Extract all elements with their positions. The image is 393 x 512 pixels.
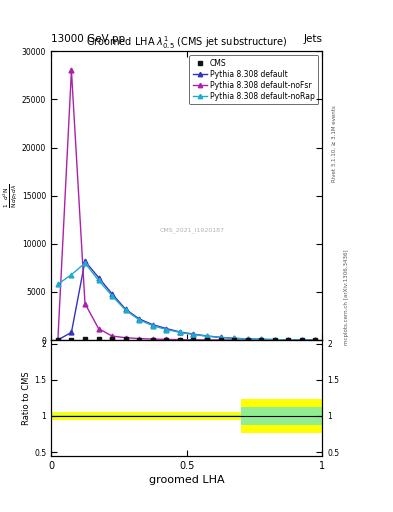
Pythia 8.308 default-noRap — [205, 333, 209, 339]
CMS — [245, 337, 250, 343]
Pythia 8.308 default-noRap — [286, 337, 291, 343]
CMS — [313, 337, 318, 343]
Pythia 8.308 default-noFsr — [137, 335, 141, 342]
Pythia 8.308 default-noRap — [232, 335, 237, 342]
CMS — [123, 336, 128, 343]
CMS — [137, 336, 141, 343]
Pythia 8.308 default — [272, 336, 277, 343]
Text: mcplots.cern.ch [arXiv:1306.3436]: mcplots.cern.ch [arXiv:1306.3436] — [344, 249, 349, 345]
Pythia 8.308 default-noRap — [137, 317, 141, 323]
Pythia 8.308 default — [245, 336, 250, 342]
Pythia 8.308 default-noFsr — [313, 337, 318, 343]
Pythia 8.308 default — [83, 258, 87, 264]
Line: Pythia 8.308 default-noRap: Pythia 8.308 default-noRap — [55, 261, 318, 343]
Pythia 8.308 default-noFsr — [299, 337, 304, 343]
Pythia 8.308 default-noRap — [178, 329, 182, 335]
Pythia 8.308 default-noFsr — [259, 337, 264, 343]
Pythia 8.308 default-noFsr — [96, 326, 101, 332]
Title: Groomed LHA $\lambda^{1}_{0.5}$ (CMS jet substructure): Groomed LHA $\lambda^{1}_{0.5}$ (CMS jet… — [86, 34, 287, 51]
Pythia 8.308 default-noFsr — [151, 336, 155, 342]
Pythia 8.308 default-noRap — [96, 278, 101, 284]
Pythia 8.308 default-noFsr — [123, 335, 128, 341]
Pythia 8.308 default — [232, 335, 237, 342]
Pythia 8.308 default — [299, 337, 304, 343]
CMS — [55, 337, 60, 343]
CMS — [110, 336, 114, 343]
Text: Rivet 3.1.10, ≥ 3.1M events: Rivet 3.1.10, ≥ 3.1M events — [332, 105, 337, 182]
Pythia 8.308 default-noRap — [272, 336, 277, 343]
CMS — [178, 337, 182, 343]
CMS — [96, 336, 101, 342]
Legend: CMS, Pythia 8.308 default, Pythia 8.308 default-noFsr, Pythia 8.308 default-noRa: CMS, Pythia 8.308 default, Pythia 8.308 … — [189, 55, 318, 104]
Text: CMS_2021_I1920187: CMS_2021_I1920187 — [160, 227, 224, 233]
Y-axis label: $\frac{1}{\mathrm{N}} \frac{d^2\mathrm{N}}{d p_T d\lambda}$: $\frac{1}{\mathrm{N}} \frac{d^2\mathrm{N… — [2, 183, 20, 208]
Line: Pythia 8.308 default-noFsr: Pythia 8.308 default-noFsr — [55, 68, 318, 343]
Pythia 8.308 default-noFsr — [178, 336, 182, 343]
Pythia 8.308 default-noFsr — [218, 337, 223, 343]
Pythia 8.308 default — [313, 337, 318, 343]
CMS — [286, 337, 291, 343]
Pythia 8.308 default — [218, 334, 223, 340]
Pythia 8.308 default — [55, 337, 60, 343]
Pythia 8.308 default-noFsr — [286, 337, 291, 343]
Pythia 8.308 default-noFsr — [245, 337, 250, 343]
Pythia 8.308 default-noFsr — [191, 337, 196, 343]
CMS — [151, 337, 155, 343]
CMS — [299, 337, 304, 343]
Pythia 8.308 default-noFsr — [272, 337, 277, 343]
Pythia 8.308 default — [164, 326, 169, 332]
Pythia 8.308 default-noRap — [123, 307, 128, 313]
Pythia 8.308 default-noRap — [191, 331, 196, 337]
CMS — [83, 336, 87, 343]
Pythia 8.308 default-noRap — [299, 337, 304, 343]
Text: Jets: Jets — [303, 33, 322, 44]
Pythia 8.308 default — [178, 329, 182, 335]
Pythia 8.308 default-noRap — [83, 260, 87, 266]
CMS — [191, 337, 196, 343]
Pythia 8.308 default-noRap — [55, 281, 60, 287]
CMS — [272, 337, 277, 343]
Y-axis label: Ratio to CMS: Ratio to CMS — [22, 371, 31, 425]
Pythia 8.308 default-noRap — [259, 336, 264, 343]
Line: CMS: CMS — [56, 337, 318, 342]
CMS — [218, 337, 223, 343]
Text: 13000 GeV pp: 13000 GeV pp — [51, 33, 125, 44]
Pythia 8.308 default-noFsr — [232, 337, 237, 343]
Pythia 8.308 default-noFsr — [110, 333, 114, 339]
Pythia 8.308 default-noFsr — [83, 301, 87, 307]
CMS — [205, 337, 209, 343]
Pythia 8.308 default-noRap — [151, 323, 155, 329]
Pythia 8.308 default — [69, 329, 74, 335]
Pythia 8.308 default-noRap — [218, 334, 223, 340]
Pythia 8.308 default-noRap — [69, 271, 74, 278]
Line: Pythia 8.308 default: Pythia 8.308 default — [55, 259, 318, 343]
Pythia 8.308 default — [110, 291, 114, 297]
Pythia 8.308 default — [205, 333, 209, 339]
CMS — [259, 337, 264, 343]
CMS — [69, 337, 74, 343]
Pythia 8.308 default-noFsr — [205, 337, 209, 343]
Pythia 8.308 default — [137, 316, 141, 322]
Pythia 8.308 default — [191, 331, 196, 337]
Pythia 8.308 default — [151, 322, 155, 328]
Pythia 8.308 default — [123, 306, 128, 312]
Pythia 8.308 default — [96, 274, 101, 281]
Pythia 8.308 default-noRap — [164, 327, 169, 333]
Pythia 8.308 default-noFsr — [55, 337, 60, 343]
Pythia 8.308 default-noRap — [110, 293, 114, 299]
Pythia 8.308 default-noFsr — [69, 68, 74, 74]
Pythia 8.308 default-noRap — [313, 337, 318, 343]
Pythia 8.308 default — [259, 336, 264, 343]
Pythia 8.308 default-noFsr — [164, 336, 169, 343]
CMS — [232, 337, 237, 343]
X-axis label: groomed LHA: groomed LHA — [149, 475, 224, 485]
CMS — [164, 337, 169, 343]
Pythia 8.308 default-noRap — [245, 336, 250, 342]
Pythia 8.308 default — [286, 337, 291, 343]
